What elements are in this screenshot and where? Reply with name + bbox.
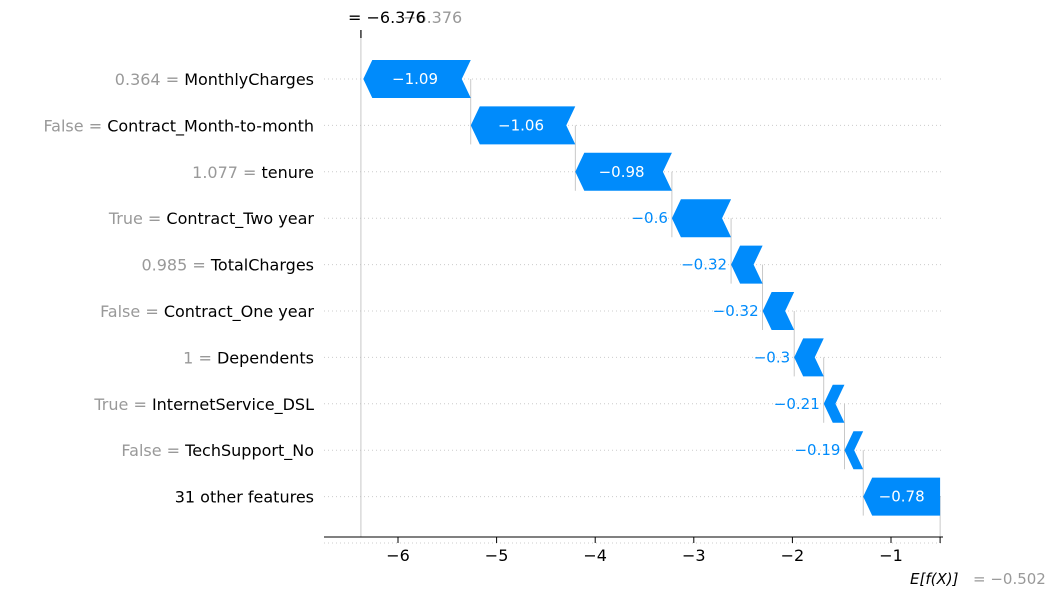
bar-techsupport-no	[844, 431, 864, 470]
feature-name: InternetService_DSL	[152, 395, 314, 415]
fx-ghost-label: −6.376	[403, 8, 462, 27]
feature-value: 0.985 =	[141, 256, 210, 275]
feature-name: Dependents	[217, 348, 314, 367]
feature-value: False =	[100, 302, 164, 321]
feature-value: 1 =	[183, 348, 217, 367]
feature-value: False =	[121, 441, 185, 460]
feature-name: Contract_Month-to-month	[107, 116, 314, 136]
feature-name: Contract_One year	[164, 302, 315, 322]
bar-internetservice-dsl	[823, 384, 845, 423]
feature-value: 0.364 =	[115, 70, 184, 89]
x-tick-label: −6	[386, 546, 410, 565]
feature-label: False = TechSupport_No	[121, 441, 314, 461]
feature-label: False = Contract_Month-to-month	[43, 116, 314, 136]
bar-value-label: −1.06	[498, 116, 544, 134]
bar-tenure	[575, 152, 672, 191]
expected-value-number: = −0.502	[973, 570, 1046, 588]
feature-label: 0.985 = TotalCharges	[141, 256, 314, 275]
bar-value-label: −0.3	[754, 348, 790, 366]
x-tick-label: −4	[583, 546, 607, 565]
feature-name: MonthlyCharges	[184, 70, 314, 89]
feature-label: 0.364 = MonthlyCharges	[115, 70, 314, 89]
feature-labels: 0.364 = MonthlyCharges False = Contract_M…	[43, 70, 314, 507]
feature-label: True = InternetService_DSL	[93, 395, 314, 415]
bar-value-label: −0.78	[879, 488, 925, 506]
feature-label: 1.077 = tenure	[192, 163, 314, 182]
feature-label: 1 = Dependents	[183, 348, 314, 367]
bar-value-label: −0.19	[794, 441, 840, 459]
feature-label: False = Contract_One year	[100, 302, 314, 322]
x-tick-label: −2	[781, 546, 805, 565]
feature-label: 31 other features	[175, 488, 314, 507]
x-axis: −6 −5 −4 −3 −2 −1	[324, 536, 943, 565]
bar-value-label: −0.32	[713, 302, 759, 320]
expected-value-annotation: E[f(X)] = −0.502	[910, 570, 1046, 588]
feature-name: tenure	[262, 163, 314, 182]
x-tick-label: −5	[485, 546, 509, 565]
feature-value: False =	[43, 116, 107, 135]
bar-value-label: −0.98	[599, 163, 645, 181]
fx-annotation: −6.376 = −6.376	[348, 8, 462, 27]
feature-name: Contract_Two year	[166, 209, 314, 229]
bar-monthlycharges	[363, 60, 471, 98]
x-tick-label: −1	[879, 546, 903, 565]
bar-layer: −1.09 −1.06 −0.98 −0.6 −0.32 −0.32 −0.3 −0.21 −0…	[363, 60, 941, 516]
feature-value: True =	[93, 395, 152, 414]
bar-value-label: −0.6	[631, 209, 667, 227]
bar-totalcharges	[731, 245, 763, 284]
bar-contract-month-to-month	[470, 106, 576, 145]
feature-name: 31 other features	[175, 488, 314, 507]
bar-31-other-features	[863, 477, 941, 516]
bar-value-label: −0.21	[774, 395, 820, 413]
x-tick-label: −3	[682, 546, 706, 565]
feature-name: TechSupport_No	[184, 441, 314, 461]
feature-name: TotalCharges	[210, 256, 314, 275]
bar-contract-two-year	[671, 199, 732, 238]
feature-value: True =	[108, 209, 167, 228]
grid-layer	[324, 78, 943, 544]
feature-value: 1.077 =	[192, 163, 261, 182]
expected-value-label: E[f(X)]	[910, 570, 959, 588]
fx-value-label: = −6.376	[348, 8, 426, 27]
bar-contract-one-year	[762, 292, 795, 330]
bar-dependents	[794, 338, 824, 377]
bar-value-label: −0.32	[681, 256, 727, 274]
bar-value-label: −1.09	[392, 70, 438, 88]
feature-label: True = Contract_Two year	[108, 209, 315, 229]
guide-layer	[360, 30, 941, 543]
